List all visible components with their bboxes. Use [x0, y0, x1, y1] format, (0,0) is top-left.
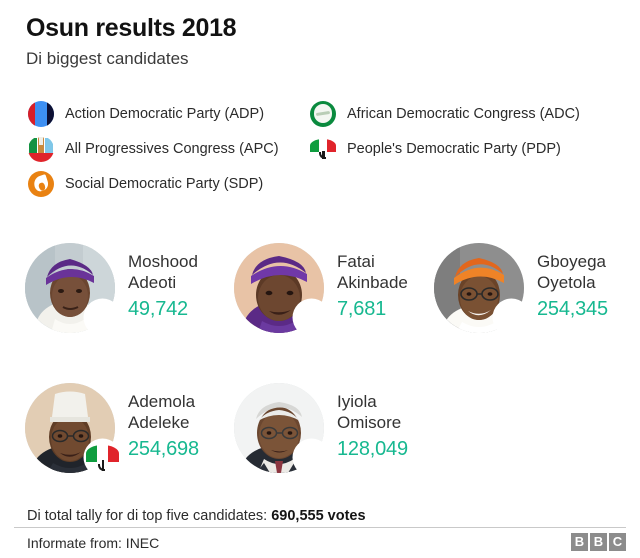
bbc-logo: B B C	[571, 533, 626, 551]
candidate-photo-wrap	[25, 383, 119, 474]
legend-item-apc: All Progressives Congress (APC)	[28, 135, 310, 162]
candidate-info: Gboyega Oyetola 254,345	[537, 243, 608, 321]
candidate-card: Moshood Adeoti 49,742	[25, 243, 198, 334]
bbc-logo-letter: B	[590, 533, 607, 551]
header: Osun results 2018 Di biggest candidates	[26, 14, 237, 69]
candidate-name: Fatai Akinbade	[337, 252, 408, 292]
total-tally-label: Di total tally for di top five candidate…	[27, 508, 272, 524]
legend-label-sdp: Social Democratic Party (SDP)	[65, 175, 264, 192]
legend-row: Action Democratic Party (ADP) African De…	[28, 96, 628, 131]
candidate-card: Iyiola Omisore 128,049	[234, 383, 408, 474]
candidate-card: Gboyega Oyetola 254,345	[434, 243, 608, 334]
candidate-votes: 49,742	[128, 298, 188, 321]
candidate-name: Gboyega Oyetola	[537, 252, 606, 292]
legend-label-adp: Action Democratic Party (ADP)	[65, 105, 265, 122]
candidate-card: Ademola Adeleke 254,698	[25, 383, 199, 474]
candidate-info: Fatai Akinbade 7,681	[337, 243, 408, 321]
candidate-party-badge	[86, 441, 119, 474]
candidate-party-badge	[495, 301, 528, 334]
legend-item-pdp: People's Democratic Party (PDP)	[310, 136, 620, 162]
page-title: Osun results 2018	[26, 14, 237, 42]
legend-row: Social Democratic Party (SDP)	[28, 166, 628, 201]
candidate-party-badge	[295, 441, 328, 474]
candidate-photo-wrap	[234, 243, 328, 334]
candidate-party-badge	[295, 301, 328, 334]
adp-party-logo-icon	[28, 100, 54, 127]
legend-row: All Progressives Congress (APC) People's…	[28, 131, 628, 166]
candidate-info: Ademola Adeleke 254,698	[128, 383, 199, 461]
pdp-party-logo-icon	[310, 136, 336, 162]
candidate-votes: 128,049	[337, 438, 408, 461]
candidate-photo-wrap	[25, 243, 119, 334]
candidate-votes: 254,698	[128, 438, 199, 461]
legend-label-apc: All Progressives Congress (APC)	[65, 140, 279, 157]
party-legend: Action Democratic Party (ADP) African De…	[28, 96, 628, 201]
total-tally-value: 690,555 votes	[271, 508, 366, 524]
legend-item-adp: Action Democratic Party (ADP)	[28, 100, 310, 127]
page-subtitle: Di biggest candidates	[26, 48, 189, 68]
sdp-party-logo-icon	[28, 170, 54, 197]
candidate-name: Moshood Adeoti	[128, 252, 198, 292]
candidate-info: Moshood Adeoti 49,742	[128, 243, 198, 321]
legend-label-pdp: People's Democratic Party (PDP)	[347, 140, 561, 157]
candidate-name: Ademola Adeleke	[128, 392, 196, 432]
candidate-photo-wrap	[434, 243, 528, 334]
legend-item-adc: African Democratic Congress (ADC)	[310, 100, 620, 127]
candidate-name: Iyiola Omisore	[337, 392, 402, 432]
bbc-logo-letter: B	[571, 533, 588, 551]
pdp-party-logo-icon	[86, 441, 119, 474]
candidate-card: Fatai Akinbade 7,681	[234, 243, 408, 334]
source-credit: Informate from: INEC	[27, 535, 160, 551]
candidate-info: Iyiola Omisore 128,049	[337, 383, 408, 461]
footer-divider	[14, 527, 626, 528]
legend-label-adc: African Democratic Congress (ADC)	[347, 105, 580, 122]
apc-party-logo-icon	[28, 135, 54, 162]
candidate-votes: 7,681	[337, 298, 387, 321]
total-tally: Di total tally for di top five candidate…	[27, 508, 366, 524]
legend-item-sdp: Social Democratic Party (SDP)	[28, 170, 310, 197]
candidate-votes: 254,345	[537, 298, 608, 321]
bbc-logo-letter: C	[609, 533, 626, 551]
candidate-party-badge	[86, 301, 119, 334]
adc-party-logo-icon	[310, 100, 336, 127]
candidate-photo-wrap	[234, 383, 328, 474]
